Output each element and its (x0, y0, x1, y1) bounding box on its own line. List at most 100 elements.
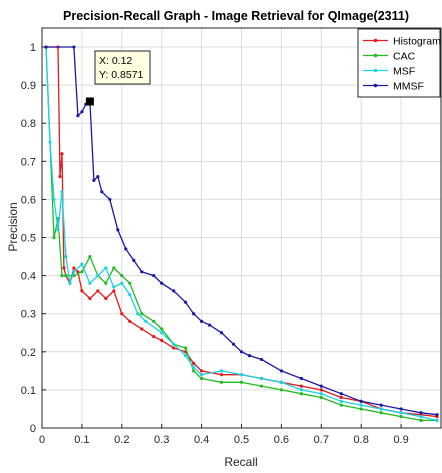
data-point-cac (339, 403, 343, 407)
data-point-cac (192, 369, 196, 373)
data-point-histogram (339, 395, 343, 400)
data-point-histogram (120, 312, 124, 316)
data-point-msf (379, 407, 383, 411)
data-point-mmsf (200, 319, 204, 323)
data-point-histogram (88, 296, 92, 301)
x-tick-label: 0 (39, 434, 45, 446)
data-point-mmsf (184, 300, 188, 304)
data-point-histogram (96, 289, 100, 293)
data-point-cac (299, 392, 303, 396)
legend-label: MMSF (393, 81, 424, 93)
data-point-msf (120, 281, 124, 285)
data-point-cac (80, 270, 84, 274)
x-tick-label: 0.7 (314, 434, 329, 446)
data-point-mmsf (259, 357, 264, 362)
data-point-histogram (219, 373, 224, 377)
x-tick-label: 0.9 (393, 434, 408, 446)
data-point-mmsf (76, 114, 80, 118)
data-point-cac (359, 407, 363, 411)
axis-ticks: 0 0.1 0.2 0.3 0.4 0.5 0.6 0.7 0.8 0.9 0 0.1 0.2 0.3 0.… (21, 42, 409, 446)
data-point-msf (112, 285, 116, 289)
data-point-msf (339, 399, 343, 403)
legend-label: Histogram (393, 36, 441, 48)
data-point-cac (219, 380, 224, 384)
data-point-mmsf (80, 110, 84, 114)
series-lines (44, 45, 439, 422)
data-point-mmsf (279, 369, 283, 373)
legend-label: MSF (393, 66, 415, 78)
legend-item-mmsf: MMSF (363, 81, 424, 93)
data-point-msf (68, 281, 72, 285)
data-point-msf (128, 293, 132, 297)
data-point-cac (128, 281, 132, 285)
data-point-msf (56, 228, 60, 232)
data-point-mmsf (172, 289, 176, 293)
data-point-cac (239, 380, 244, 384)
y-tick-label: 0.1 (21, 385, 36, 397)
datatip-marker[interactable] (85, 97, 94, 106)
series-msf (44, 45, 439, 422)
data-point-histogram (160, 338, 164, 342)
data-point-cac (120, 274, 124, 278)
data-point-mmsf (192, 312, 196, 316)
y-tick-label: 0.3 (21, 309, 36, 321)
data-point-msf (184, 354, 188, 358)
y-axis-title: Precision (6, 202, 20, 251)
data-point-histogram (299, 384, 303, 388)
data-point-mmsf (247, 354, 252, 358)
y-tick-label: 1 (30, 42, 36, 54)
data-point-histogram (140, 327, 144, 331)
data-point-mmsf (339, 392, 343, 396)
data-point-cac (112, 266, 116, 270)
y-tick-label: 0.2 (21, 347, 36, 359)
data-point-msf (52, 197, 56, 202)
chart-title: Precision-Recall Graph - Image Retrieval… (63, 9, 409, 23)
data-point-cac (52, 235, 56, 240)
y-tick-label: 0.9 (21, 80, 36, 92)
data-point-mmsf (359, 399, 363, 403)
data-point-cac (319, 395, 323, 400)
data-point-cac (88, 254, 92, 259)
data-point-mmsf (419, 411, 423, 415)
datatip[interactable]: X: 0.12 Y: 0.8571 (85, 50, 151, 106)
x-tick-label: 0.8 (354, 434, 369, 446)
data-point-msf (80, 262, 84, 266)
data-point-histogram (112, 289, 116, 293)
data-point-cac (379, 411, 383, 415)
data-point-msf (359, 403, 363, 407)
y-tick-label: 0.7 (21, 156, 36, 168)
x-tick-label: 0.3 (154, 434, 169, 446)
data-point-msf (88, 281, 92, 285)
data-point-mmsf (92, 178, 96, 182)
data-point-mmsf (299, 376, 303, 381)
data-point-histogram (62, 266, 66, 270)
data-point-histogram (200, 369, 204, 373)
data-point-mmsf (219, 331, 224, 335)
data-point-histogram (60, 152, 64, 156)
data-point-mmsf (124, 247, 128, 251)
legend-item-histogram: Histogram (363, 36, 441, 48)
data-point-msf (136, 312, 140, 316)
data-point-cac (419, 418, 423, 422)
data-point-mmsf (132, 258, 136, 262)
data-point-mmsf (207, 323, 212, 327)
data-point-cac (60, 274, 64, 278)
data-point-msf (419, 414, 423, 419)
data-point-mmsf (160, 281, 164, 285)
data-point-mmsf (379, 403, 383, 407)
data-point-msf (239, 373, 244, 377)
data-point-msf (160, 331, 164, 335)
datatip-x-text: X: 0.12 (99, 55, 132, 67)
y-tick-label: 0.4 (21, 271, 36, 283)
data-point-mmsf (100, 190, 104, 194)
data-point-cac (160, 327, 164, 331)
data-point-cac (200, 376, 204, 381)
y-tick-label: 0.5 (21, 233, 36, 245)
data-point-histogram (58, 174, 62, 179)
data-point-mmsf (116, 228, 120, 232)
y-tick-label: 0 (30, 423, 36, 435)
data-point-msf (96, 274, 100, 278)
data-point-msf (279, 380, 283, 384)
data-point-msf (259, 376, 264, 381)
